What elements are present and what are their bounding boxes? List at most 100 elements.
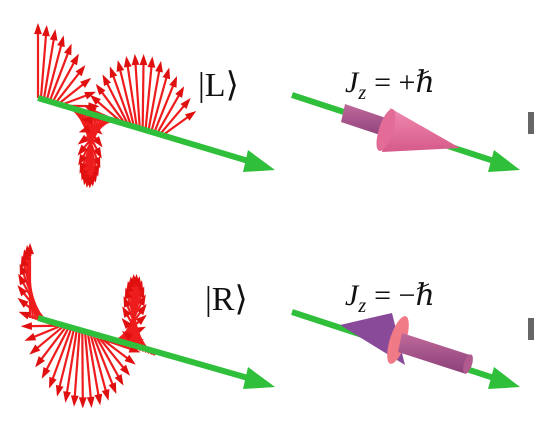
field-vectors — [17, 23, 197, 409]
vector-head — [80, 77, 92, 88]
field-vector — [45, 38, 65, 101]
vector-head — [19, 263, 28, 276]
vector-head — [41, 367, 51, 379]
axis-line — [37, 95, 256, 166]
vector-head — [34, 23, 42, 35]
vector-head — [135, 314, 147, 326]
vector-head — [78, 154, 88, 166]
vector-head — [80, 168, 89, 181]
field-vector — [39, 27, 48, 99]
field-vector — [156, 88, 184, 134]
ket-label: |L⟩ — [198, 67, 239, 104]
vector-head — [20, 255, 29, 268]
vector-head — [49, 376, 57, 389]
field-vector — [92, 336, 117, 392]
vector-head — [121, 317, 132, 330]
vector-head — [77, 144, 88, 156]
vector-head — [78, 125, 91, 133]
field-vector — [42, 328, 69, 377]
vector-head — [75, 65, 86, 77]
vector-head — [101, 388, 110, 401]
axis-head — [488, 367, 520, 389]
axis-line — [37, 315, 256, 383]
vector-head — [169, 76, 178, 88]
field-vector — [51, 55, 79, 103]
vector-head — [122, 306, 132, 318]
vector-head — [95, 83, 106, 96]
field-vector — [133, 56, 141, 129]
vector-head — [17, 297, 29, 308]
field-vector — [150, 70, 170, 132]
vector-head — [175, 86, 185, 98]
vector-head — [162, 67, 171, 80]
vector-head — [18, 273, 27, 286]
jz-subscript: z — [357, 82, 366, 104]
vector-head — [57, 35, 65, 48]
vector-head — [63, 43, 72, 56]
axis-head — [243, 150, 275, 172]
field-vector — [89, 335, 109, 399]
jz-symbol: J — [345, 66, 360, 99]
vector-head — [123, 55, 132, 68]
field-vector — [125, 58, 138, 128]
field-vector — [87, 335, 101, 403]
vector-head — [94, 393, 103, 406]
vector-head — [29, 344, 41, 355]
vector-head — [116, 60, 125, 72]
vector-head — [93, 147, 102, 159]
shaft-end — [463, 354, 473, 374]
field-vector — [117, 62, 135, 127]
field-vector — [64, 331, 78, 400]
ket-label: |R⟩ — [205, 281, 248, 318]
vector-head — [136, 303, 147, 316]
spin-arrow-minus — [340, 313, 473, 374]
jz-symbol: J — [345, 279, 360, 312]
vector-head — [70, 53, 79, 66]
vector-head — [123, 296, 132, 308]
field-vector — [109, 68, 133, 126]
field-vector — [95, 337, 124, 384]
vector-head — [42, 24, 50, 37]
jz-value: = +ℏ — [374, 66, 435, 99]
vector-head — [17, 285, 28, 297]
vector-head — [139, 54, 148, 66]
vector-head — [155, 60, 163, 73]
vector-head — [108, 382, 117, 395]
vector-head — [124, 354, 136, 365]
vector-head — [20, 322, 32, 331]
spin-arrow-plus — [341, 104, 460, 152]
vector-head — [79, 162, 88, 175]
vector-head — [124, 287, 133, 300]
vector-head — [121, 330, 134, 341]
vector-head — [63, 391, 71, 403]
jz-label: Jz = +ℏ — [345, 66, 435, 104]
vector-head — [22, 249, 30, 261]
vector-head — [78, 397, 87, 409]
vector-head — [180, 97, 191, 110]
vector-head — [24, 332, 37, 341]
field-vector — [42, 31, 57, 100]
arrow-cone — [382, 108, 460, 152]
jz-value: = −ℏ — [374, 279, 435, 312]
vector-head — [92, 136, 103, 148]
vector-head — [49, 29, 58, 41]
vector-head — [147, 56, 156, 68]
vector-head — [131, 53, 140, 66]
vector-head — [114, 374, 124, 386]
axis-head — [488, 150, 520, 172]
vector-head — [18, 311, 31, 320]
vector-head — [81, 116, 93, 124]
arrow-shaft — [398, 333, 470, 374]
field-vector — [73, 332, 81, 404]
cone-base — [387, 316, 409, 364]
vector-head — [77, 134, 89, 145]
field-vector — [141, 56, 145, 129]
field-vector — [147, 63, 162, 131]
edge-mark — [528, 112, 534, 134]
vector-head — [89, 94, 101, 106]
jz-label: Jz = −ℏ — [345, 279, 435, 317]
edge-mark — [528, 318, 534, 340]
field-vector — [48, 46, 72, 102]
axis-head — [243, 367, 275, 389]
